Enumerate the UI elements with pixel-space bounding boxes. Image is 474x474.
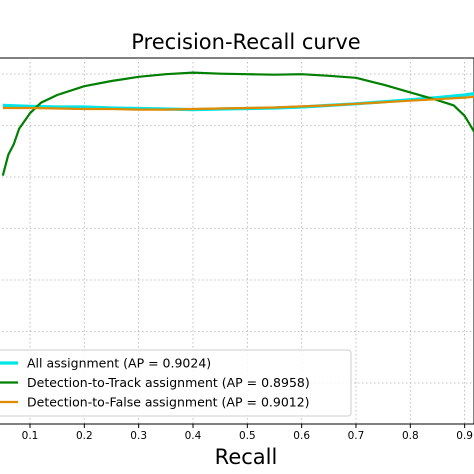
- legend-label: All assignment (AP = 0.9024): [27, 356, 211, 371]
- x-tick-label: 0.3: [130, 430, 147, 442]
- x-axis-label: Recall: [215, 445, 278, 469]
- legend-label: Detection-to-False assignment (AP = 0.90…: [27, 395, 310, 410]
- x-tick-label: 0.9: [456, 430, 473, 442]
- legend-label: Detection-to-Track assignment (AP = 0.89…: [27, 375, 310, 390]
- x-tick-label: 0.8: [402, 430, 419, 442]
- series-line-2: [1, 71, 474, 176]
- x-tick-label: 0.2: [76, 430, 93, 442]
- legend-box: [0, 349, 352, 417]
- x-tick-label: 0.7: [348, 430, 365, 442]
- x-tick-label: 0.4: [185, 430, 202, 442]
- x-tick-label: 0.5: [239, 430, 256, 442]
- x-tick-label: 0.6: [293, 430, 310, 442]
- series-line-3: [2, 95, 474, 111]
- series-lines: [1, 71, 474, 176]
- x-tick-label: 0.1: [22, 430, 39, 442]
- x-axis-ticks: 0.1 0.2 0.3 0.4 0.5 0.6 0.7 0.8 0.9: [22, 424, 473, 442]
- chart-title: Precision-Recall curve: [131, 30, 360, 54]
- legend: All assignment (AP = 0.9024) Detection-to…: [0, 349, 352, 417]
